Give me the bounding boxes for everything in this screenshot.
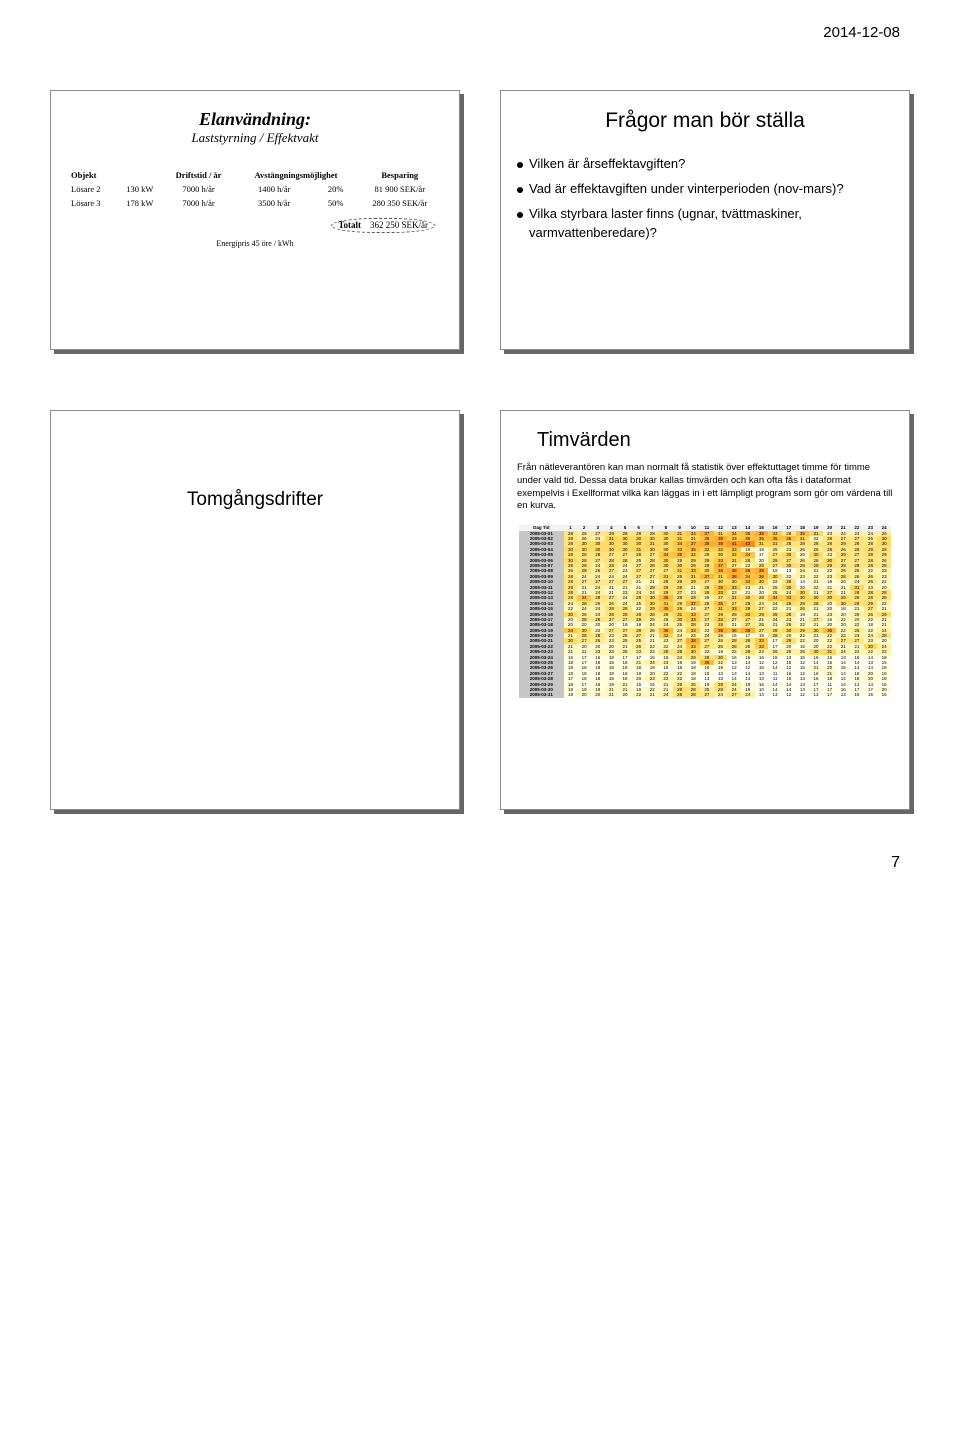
spec-cell: Lösare 2 [69, 184, 116, 194]
panel4-title: Timvärden [537, 429, 893, 452]
spec-cell: Lösare 3 [69, 198, 116, 208]
hm-cell: 16 [850, 692, 864, 697]
hm-cell: 28 [673, 692, 687, 697]
bullet-item: Vilka styrbara laster finns (ugnar, tvät… [517, 205, 893, 243]
heatmap: Dag Tid123456789101112131415161718192021… [517, 523, 893, 700]
hdr-drift: Driftstid / år [164, 170, 234, 180]
hm-cell: 14 [755, 692, 769, 697]
hm-cell: 22 [632, 692, 646, 697]
panel1-title: Elanvändning: [67, 109, 443, 130]
spec-cell: 7000 h/år [164, 198, 234, 208]
panel3-title: Tomgångsdrifter [67, 489, 443, 511]
panel-timvarden: Timvärden Från nätleverantören kan man n… [500, 410, 910, 810]
spec-table: Objekt Driftstid / år Avstängningsmöjlig… [67, 166, 443, 212]
hm-cell: 20 [591, 692, 605, 697]
spec-cell: 3500 h/år [235, 198, 312, 208]
spec-header-row: Objekt Driftstid / år Avstängningsmöjlig… [69, 170, 441, 180]
hm-cell: 13 [836, 692, 850, 697]
spec-row: Lösare 3178 kW7000 h/år3500 h/år50%280 3… [69, 198, 441, 208]
total-label: Totalt [338, 220, 361, 230]
hm-cell: 27 [700, 692, 714, 697]
hm-cell: 15 [864, 692, 878, 697]
hm-cell: 28 [686, 692, 700, 697]
hm-cell: 17 [823, 692, 837, 697]
hdr-objekt: Objekt [69, 170, 162, 180]
hm-cell: 21 [605, 692, 619, 697]
hm-cell: 12 [796, 692, 810, 697]
hm-cell: 15 [877, 692, 891, 697]
hm-cell: 24 [659, 692, 673, 697]
hm-cell: 20 [618, 692, 632, 697]
spec-cell: 280 350 SEK/år [359, 198, 441, 208]
total-row: Totalt 362 250 SEK/år [67, 218, 443, 233]
spec-row: Lösare 2130 kW7000 h/år1400 h/år20%81 90… [69, 184, 441, 194]
spec-cell: 50% [315, 198, 357, 208]
bullet-item: Vad är effektavgiften under vinterperiod… [517, 180, 893, 199]
bullet-text: Vad är effektavgiften under vinterperiod… [529, 180, 844, 199]
bullet-text: Vilka styrbara laster finns (ugnar, tvät… [529, 205, 893, 243]
panel4-desc: Från nätleverantören kan man normalt få … [517, 462, 893, 513]
hdr-besp: Besparing [359, 170, 441, 180]
hm-row: 2005-03-31182020212022212428282724272414… [519, 692, 891, 697]
hm-cell: 24 [741, 692, 755, 697]
bullet-dot-icon [517, 187, 523, 193]
panel1-subtitle: Laststyrning / Effektvakt [67, 130, 443, 146]
hm-cell: 21 [645, 692, 659, 697]
bullet-dot-icon [517, 212, 523, 218]
page-number: 7 [891, 854, 900, 872]
spec-cell: 130 kW [118, 184, 162, 194]
hm-cell: 27 [727, 692, 741, 697]
spec-cell: 7000 h/år [164, 184, 234, 194]
hm-cell: 13 [809, 692, 823, 697]
panel2-title: Frågor man bör ställa [517, 109, 893, 133]
date-header: 2014-12-08 [823, 24, 900, 41]
hm-row-label: 2005-03-31 [519, 692, 564, 697]
hdr-avst: Avstängningsmöjlighet [235, 170, 356, 180]
hm-cell: 18 [564, 692, 578, 697]
spec-cell: 81 900 SEK/år [359, 184, 441, 194]
hm-cell: 12 [782, 692, 796, 697]
panel-tomgang: Tomgångsdrifter [50, 410, 460, 810]
panel-elanvandning: Elanvändning: Laststyrning / Effektvakt … [50, 90, 460, 350]
hm-cell: 24 [714, 692, 728, 697]
total-value: 362 250 SEK/år [370, 220, 428, 230]
bullet-list: Vilken är årseffektavgiften? Vad är effek… [517, 155, 893, 242]
spec-cell: 178 kW [118, 198, 162, 208]
panel-fragor: Frågor man bör ställa Vilken är årseffek… [500, 90, 910, 350]
footnote: Energipris 45 öre / kWh [67, 239, 443, 248]
hm-cell: 20 [577, 692, 591, 697]
spec-cell: 1400 h/år [235, 184, 312, 194]
bullet-item: Vilken är årseffektavgiften? [517, 155, 893, 174]
bullet-dot-icon [517, 162, 523, 168]
hm-cell: 13 [768, 692, 782, 697]
total-circle: Totalt 362 250 SEK/år [331, 218, 435, 233]
spec-cell: 20% [315, 184, 357, 194]
bullet-text: Vilken är årseffektavgiften? [529, 155, 685, 174]
